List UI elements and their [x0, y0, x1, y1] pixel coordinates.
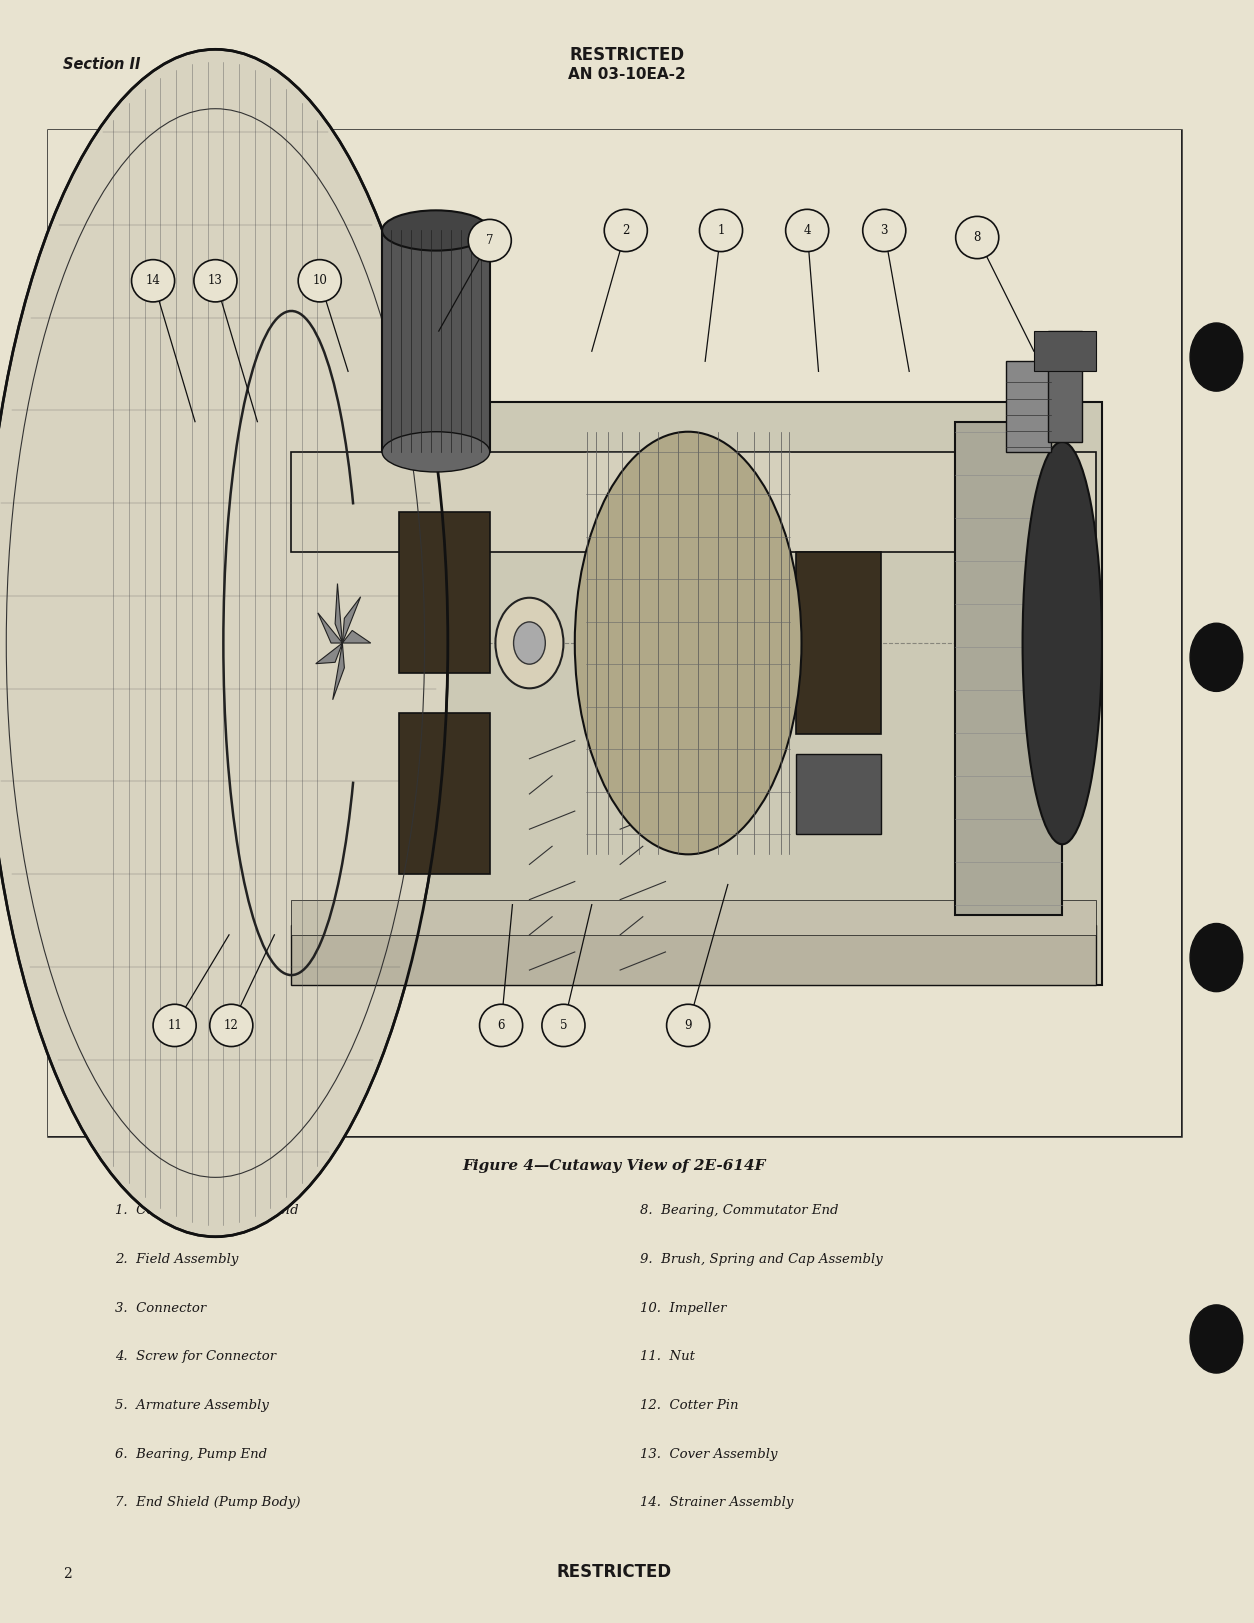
Text: 12.  Cotter Pin: 12. Cotter Pin: [640, 1399, 739, 1412]
Circle shape: [1190, 1305, 1243, 1373]
Text: 8.  Bearing, Commutator End: 8. Bearing, Commutator End: [640, 1204, 838, 1217]
Text: RESTRICTED: RESTRICTED: [569, 45, 685, 65]
Ellipse shape: [382, 432, 490, 472]
Bar: [286, 401, 1102, 985]
Polygon shape: [316, 643, 342, 664]
Bar: [291, 899, 1096, 935]
Text: 7: 7: [487, 234, 494, 247]
Ellipse shape: [0, 49, 448, 1237]
Polygon shape: [335, 584, 342, 643]
Text: 11: 11: [167, 1019, 182, 1032]
Text: 11.  Nut: 11. Nut: [640, 1350, 695, 1363]
Ellipse shape: [514, 622, 545, 664]
Text: 14: 14: [145, 274, 161, 287]
Circle shape: [1190, 323, 1243, 391]
Ellipse shape: [194, 260, 237, 302]
Text: 12: 12: [224, 1019, 238, 1032]
Text: 3.  Connector: 3. Connector: [115, 1302, 207, 1315]
Ellipse shape: [153, 1005, 196, 1047]
Ellipse shape: [786, 209, 829, 252]
Ellipse shape: [298, 260, 341, 302]
Text: RESTRICTED: RESTRICTED: [557, 1563, 672, 1581]
Ellipse shape: [574, 432, 801, 854]
Text: 13: 13: [208, 274, 223, 287]
Bar: [1006, 362, 1051, 451]
Text: 2.  Field Assembly: 2. Field Assembly: [115, 1253, 238, 1266]
Bar: [399, 714, 490, 875]
Text: 4.  Screw for Connector: 4. Screw for Connector: [115, 1350, 276, 1363]
Text: Section II: Section II: [63, 57, 140, 73]
Text: 1.  Commutator End Shield: 1. Commutator End Shield: [115, 1204, 298, 1217]
Text: 2: 2: [63, 1566, 71, 1581]
Text: 6.  Bearing, Pump End: 6. Bearing, Pump End: [115, 1448, 267, 1461]
Bar: [954, 422, 1062, 915]
Text: 8: 8: [973, 230, 981, 243]
Bar: [291, 451, 1096, 552]
Text: 4: 4: [804, 224, 811, 237]
Polygon shape: [342, 597, 361, 643]
Ellipse shape: [956, 216, 998, 258]
Bar: [291, 925, 1096, 985]
Ellipse shape: [382, 211, 490, 250]
Ellipse shape: [863, 209, 905, 252]
Text: Figure 4—Cutaway View of 2E-614F: Figure 4—Cutaway View of 2E-614F: [463, 1159, 766, 1173]
Ellipse shape: [1022, 441, 1102, 844]
Bar: [399, 513, 490, 674]
Text: 9: 9: [685, 1019, 692, 1032]
Text: 3: 3: [880, 224, 888, 237]
Ellipse shape: [700, 209, 742, 252]
Text: AN 03-10EA-2: AN 03-10EA-2: [568, 67, 686, 83]
Text: 10: 10: [312, 274, 327, 287]
Text: 9.  Brush, Spring and Cap Assembly: 9. Brush, Spring and Cap Assembly: [640, 1253, 883, 1266]
Bar: [1033, 331, 1096, 372]
Polygon shape: [332, 643, 345, 700]
Ellipse shape: [209, 1005, 253, 1047]
Text: 6: 6: [498, 1019, 505, 1032]
Ellipse shape: [542, 1005, 584, 1047]
Bar: [1047, 331, 1081, 441]
Ellipse shape: [479, 1005, 523, 1047]
Text: 5: 5: [559, 1019, 567, 1032]
Bar: [382, 230, 490, 451]
Text: 14.  Strainer Assembly: 14. Strainer Assembly: [640, 1496, 793, 1509]
Polygon shape: [317, 613, 342, 643]
Ellipse shape: [667, 1005, 710, 1047]
Ellipse shape: [132, 260, 174, 302]
Circle shape: [1190, 623, 1243, 691]
Bar: [48, 130, 1181, 1136]
Text: 2: 2: [622, 224, 630, 237]
Text: 13.  Cover Assembly: 13. Cover Assembly: [640, 1448, 777, 1461]
Bar: [48, 130, 1181, 1136]
Text: 10.  Impeller: 10. Impeller: [640, 1302, 726, 1315]
Text: 5.  Armature Assembly: 5. Armature Assembly: [115, 1399, 270, 1412]
Bar: [796, 552, 880, 734]
Ellipse shape: [495, 597, 563, 688]
Polygon shape: [342, 630, 371, 643]
Bar: [796, 753, 880, 834]
Ellipse shape: [604, 209, 647, 252]
Text: 1: 1: [717, 224, 725, 237]
Ellipse shape: [468, 219, 512, 261]
Text: 7.  End Shield (Pump Body): 7. End Shield (Pump Body): [115, 1496, 301, 1509]
Circle shape: [1190, 923, 1243, 992]
